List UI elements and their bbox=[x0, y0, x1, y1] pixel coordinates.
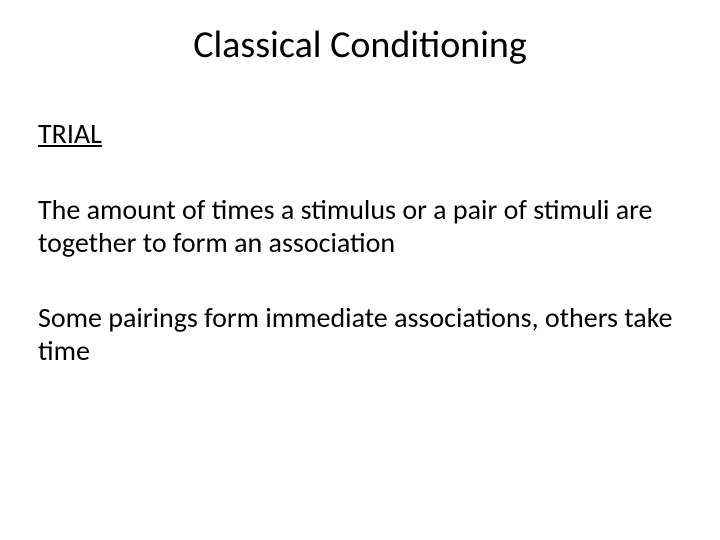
definition-paragraph: The amount of times a stimulus or a pair… bbox=[38, 193, 682, 259]
note-paragraph: Some pairings form immediate association… bbox=[38, 301, 682, 367]
slide-container: Classical Conditioning TRIAL The amount … bbox=[0, 0, 720, 540]
slide-title: Classical Conditioning bbox=[38, 22, 682, 68]
trial-subheading: TRIAL bbox=[38, 116, 682, 151]
